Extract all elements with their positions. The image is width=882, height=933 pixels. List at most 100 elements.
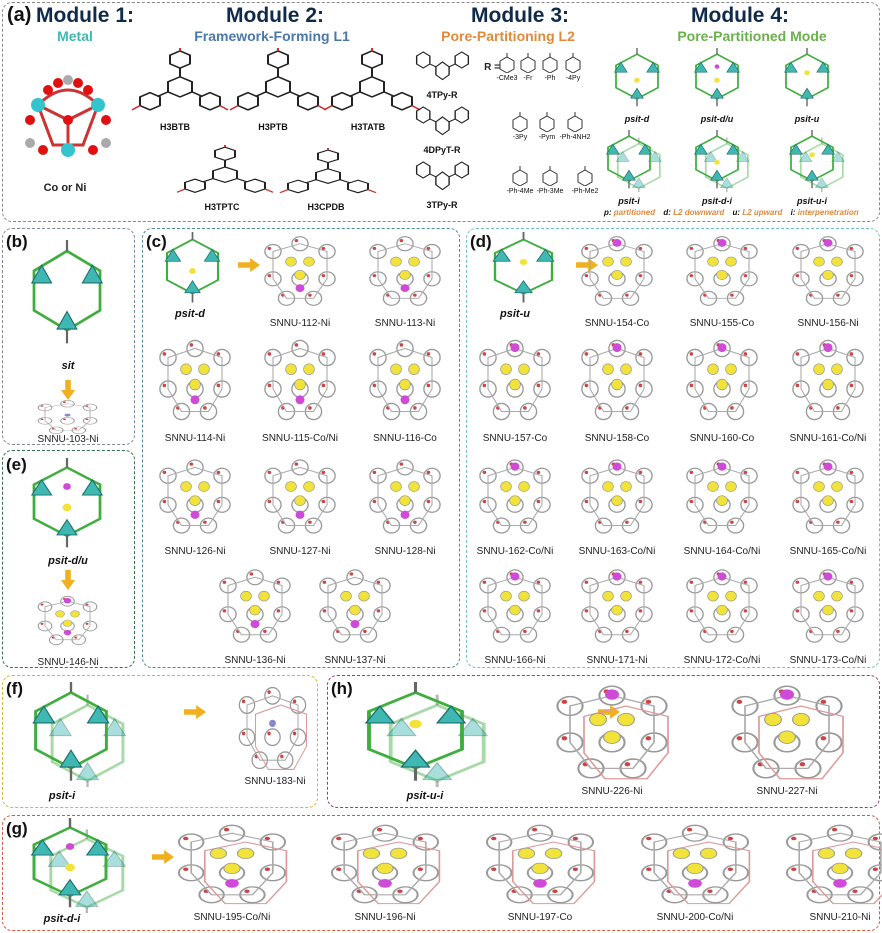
net-label-psit-d-i: psit-d-i xyxy=(43,913,81,925)
label-SNNU-197-Co: SNNU-197-Co xyxy=(507,912,573,923)
mof-SNNU-136-Ni xyxy=(219,569,291,643)
module1-title: Module 1: xyxy=(36,4,134,27)
mof-SNNU-127-Ni xyxy=(264,459,336,534)
mode-label-1: psit-d/u xyxy=(700,114,734,124)
mof-SNNU-161-Co/Ni xyxy=(792,339,864,421)
mof-SNNU-154-Co xyxy=(581,236,653,306)
ligand-name-1: H3PTB xyxy=(258,122,288,132)
arrow-f xyxy=(184,705,206,719)
arrow-d xyxy=(576,258,598,272)
ligand-name-3: H3TPTC xyxy=(204,202,240,212)
label-SNNU-210-Ni: SNNU-210-Ni xyxy=(809,912,871,923)
module2-title: Module 2: xyxy=(226,4,324,27)
label-SNNU-103-Ni: SNNU-103-Ni xyxy=(37,434,99,445)
r-group-label-9: -Ph-Me2 xyxy=(571,188,599,195)
panel-d-label: (d) xyxy=(470,232,492,251)
psit-d-u-net xyxy=(30,458,104,548)
r-group-structure-5 xyxy=(539,112,555,132)
label-SNNU-126-Ni: SNNU-126-Ni xyxy=(164,546,226,557)
mode-label-3: psit-i xyxy=(618,196,640,206)
ligand-name-2: H3TATB xyxy=(350,122,386,132)
mof-SNNU-162-Co/Ni xyxy=(479,459,551,534)
mode-net-1 xyxy=(694,48,740,107)
r-group-structure-6 xyxy=(567,112,583,132)
mof-SNNU-164-Co/Ni xyxy=(686,459,758,534)
r-group-label-4: -3Py xyxy=(512,134,528,141)
mof-SNNU-137-Ni xyxy=(319,569,391,643)
panel-f xyxy=(2,675,318,808)
label-SNNU-195-Co/Ni: SNNU-195-Co/Ni xyxy=(193,912,271,923)
label-SNNU-172-Co/Ni: SNNU-172-Co/Ni xyxy=(683,655,761,666)
label-SNNU-196-Ni: SNNU-196-Ni xyxy=(354,912,416,923)
psit-i-net xyxy=(32,682,127,787)
panel-h-label: (h) xyxy=(331,679,353,698)
module3-title: Module 3: xyxy=(471,4,569,27)
module4-subtitle: Pore-Partitioned Mode xyxy=(677,28,827,44)
panel-g xyxy=(2,815,880,931)
l2-name-2: 3TPy-R xyxy=(426,200,458,210)
label-SNNU-146-Ni: SNNU-146-Ni xyxy=(37,657,99,668)
label-SNNU-113-Ni: SNNU-113-Ni xyxy=(374,318,436,329)
ligand-structure-4 xyxy=(279,148,377,194)
mof-SNNU-227-Ni xyxy=(731,685,844,780)
label-SNNU-137-Ni: SNNU-137-Ni xyxy=(324,655,386,666)
label-SNNU-166-Ni: SNNU-166-Ni xyxy=(484,655,546,666)
mof-SNNU-196-Ni xyxy=(330,824,441,905)
panel-c-label: (c) xyxy=(146,232,167,251)
panel-f-label: (f) xyxy=(6,679,23,698)
r-prefix: R = xyxy=(484,62,500,73)
label-SNNU-155-Co: SNNU-155-Co xyxy=(689,318,755,329)
mof-SNNU-195-Co/Ni xyxy=(177,824,288,905)
module2-subtitle: Framework-Forming L1 xyxy=(194,28,350,44)
net-label-psit-u: psit-u xyxy=(500,308,530,320)
panel-c xyxy=(142,228,460,668)
mof-SNNU-103-Ni xyxy=(37,399,98,435)
r-group-structure-3 xyxy=(565,53,581,73)
label-SNNU-227-Ni: SNNU-227-Ni xyxy=(756,786,818,797)
label-SNNU-226-Ni: SNNU-226-Ni xyxy=(581,786,643,797)
sit-net xyxy=(30,240,104,344)
ligand-structure-0 xyxy=(131,48,229,111)
r-group-label-2: -Ph xyxy=(544,75,556,82)
l2-structure-0 xyxy=(415,51,470,81)
module1-subtitle: Metal xyxy=(57,28,93,44)
panel-b-label: (b) xyxy=(6,232,28,251)
panel-g-label: (g) xyxy=(6,819,28,838)
panel-h xyxy=(327,675,880,808)
mode-net-3 xyxy=(606,130,662,192)
label-SNNU-183-Ni: SNNU-183-Ni xyxy=(244,776,306,787)
r-group-label-6: -Ph-4NH2 xyxy=(559,134,591,141)
label-SNNU-162-Co/Ni: SNNU-162-Co/Ni xyxy=(476,546,554,557)
r-group-structure-0 xyxy=(499,53,515,73)
label-SNNU-173-Co/Ni: SNNU-173-Co/Ni xyxy=(789,655,867,666)
panel-b xyxy=(2,228,135,445)
mof-SNNU-155-Co xyxy=(686,236,758,306)
metal-cluster-image xyxy=(25,75,111,157)
r-group-structure-8 xyxy=(542,166,558,186)
label-SNNU-116-Co: SNNU-116-Co xyxy=(373,433,437,444)
r-group-label-7: -Ph-4Me xyxy=(506,188,534,195)
label-SNNU-115-Co/Ni: SNNU-115-Co/Ni xyxy=(262,433,338,444)
r-group-label-8: -Ph-3Me xyxy=(536,188,564,195)
mof-SNNU-166-Ni xyxy=(479,569,551,643)
l2-name-1: 4DPyT-R xyxy=(423,145,461,155)
mof-SNNU-114-Ni xyxy=(159,339,231,421)
r-group-structure-4 xyxy=(512,112,528,132)
psit-d-net xyxy=(164,232,221,303)
mof-SNNU-226-Ni xyxy=(556,685,669,780)
mode-label-0: psit-d xyxy=(624,114,650,124)
mof-SNNU-183-Ni xyxy=(238,686,308,770)
mof-SNNU-116-Co xyxy=(369,339,441,421)
ligand-structure-1 xyxy=(229,48,327,111)
label-SNNU-164-Co/Ni: SNNU-164-Co/Ni xyxy=(683,546,761,557)
label-SNNU-156-Ni: SNNU-156-Ni xyxy=(797,318,859,329)
arrow-g xyxy=(152,850,174,864)
mof-SNNU-171-Ni xyxy=(581,569,653,643)
label-SNNU-154-Co: SNNU-154-Co xyxy=(584,318,650,329)
l2-name-0: 4TPy-R xyxy=(426,90,458,100)
mode-net-0 xyxy=(614,48,660,107)
arrow-c xyxy=(238,258,260,272)
mof-SNNU-156-Ni xyxy=(792,236,864,306)
mof-SNNU-210-Ni xyxy=(785,824,882,905)
